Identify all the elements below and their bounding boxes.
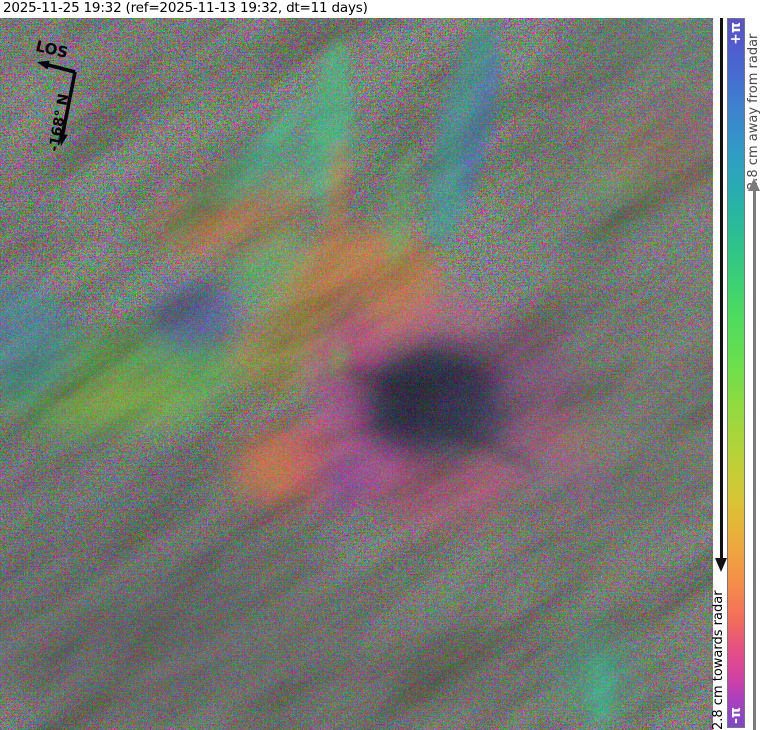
speckle-overlay-layer — [0, 18, 713, 730]
colorbar-top-label: +π — [728, 22, 744, 45]
los-compass — [37, 60, 77, 146]
north-arrow — [58, 71, 77, 146]
away-from-radar-arrowhead-icon — [748, 178, 760, 191]
interferogram-image — [0, 18, 713, 730]
away-from-radar-caption: 2.8 cm away from radar — [746, 33, 761, 190]
page-title: 2025-11-25 19:32 (ref=2025-11-13 19:32, … — [3, 0, 368, 16]
interferogram-canvas: LOS -168° N — [0, 18, 713, 730]
towards-radar-arrowhead-icon — [715, 558, 727, 572]
los-arrowhead-icon — [37, 60, 50, 70]
colorbar-bottom-label: -π — [728, 707, 744, 724]
away-from-radar-arrow — [753, 191, 756, 730]
north-arrowhead-icon — [58, 133, 68, 146]
towards-radar-caption: 2.8 cm towards radar — [711, 590, 726, 730]
los-arrow — [37, 60, 76, 74]
phase-colorbar: +π -π — [727, 18, 745, 728]
towards-radar-arrow — [720, 18, 723, 558]
